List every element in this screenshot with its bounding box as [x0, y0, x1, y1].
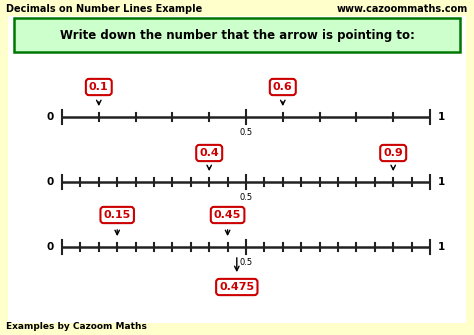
Text: 0.9: 0.9	[383, 148, 403, 158]
Text: Write down the number that the arrow is pointing to:: Write down the number that the arrow is …	[60, 28, 414, 42]
Text: 1: 1	[438, 112, 445, 122]
Text: 0: 0	[47, 242, 54, 252]
Text: 1: 1	[438, 177, 445, 187]
Text: 0.475: 0.475	[219, 282, 255, 292]
FancyBboxPatch shape	[8, 16, 466, 323]
Text: www.cazoommaths.com: www.cazoommaths.com	[337, 4, 468, 14]
Text: 0.1: 0.1	[89, 82, 109, 92]
Text: 0: 0	[47, 112, 54, 122]
Text: 1: 1	[438, 242, 445, 252]
Text: Examples by Cazoom Maths: Examples by Cazoom Maths	[6, 322, 147, 331]
Text: 0.15: 0.15	[104, 210, 131, 220]
Text: Decimals on Number Lines Example: Decimals on Number Lines Example	[6, 4, 202, 14]
Text: 0.45: 0.45	[214, 210, 241, 220]
Text: 0.4: 0.4	[200, 148, 219, 158]
Text: 0: 0	[47, 177, 54, 187]
Text: 0.5: 0.5	[239, 128, 253, 137]
FancyBboxPatch shape	[14, 18, 460, 52]
Text: 0.5: 0.5	[239, 258, 253, 267]
Text: 0.5: 0.5	[239, 193, 253, 202]
Text: 0.6: 0.6	[273, 82, 292, 92]
